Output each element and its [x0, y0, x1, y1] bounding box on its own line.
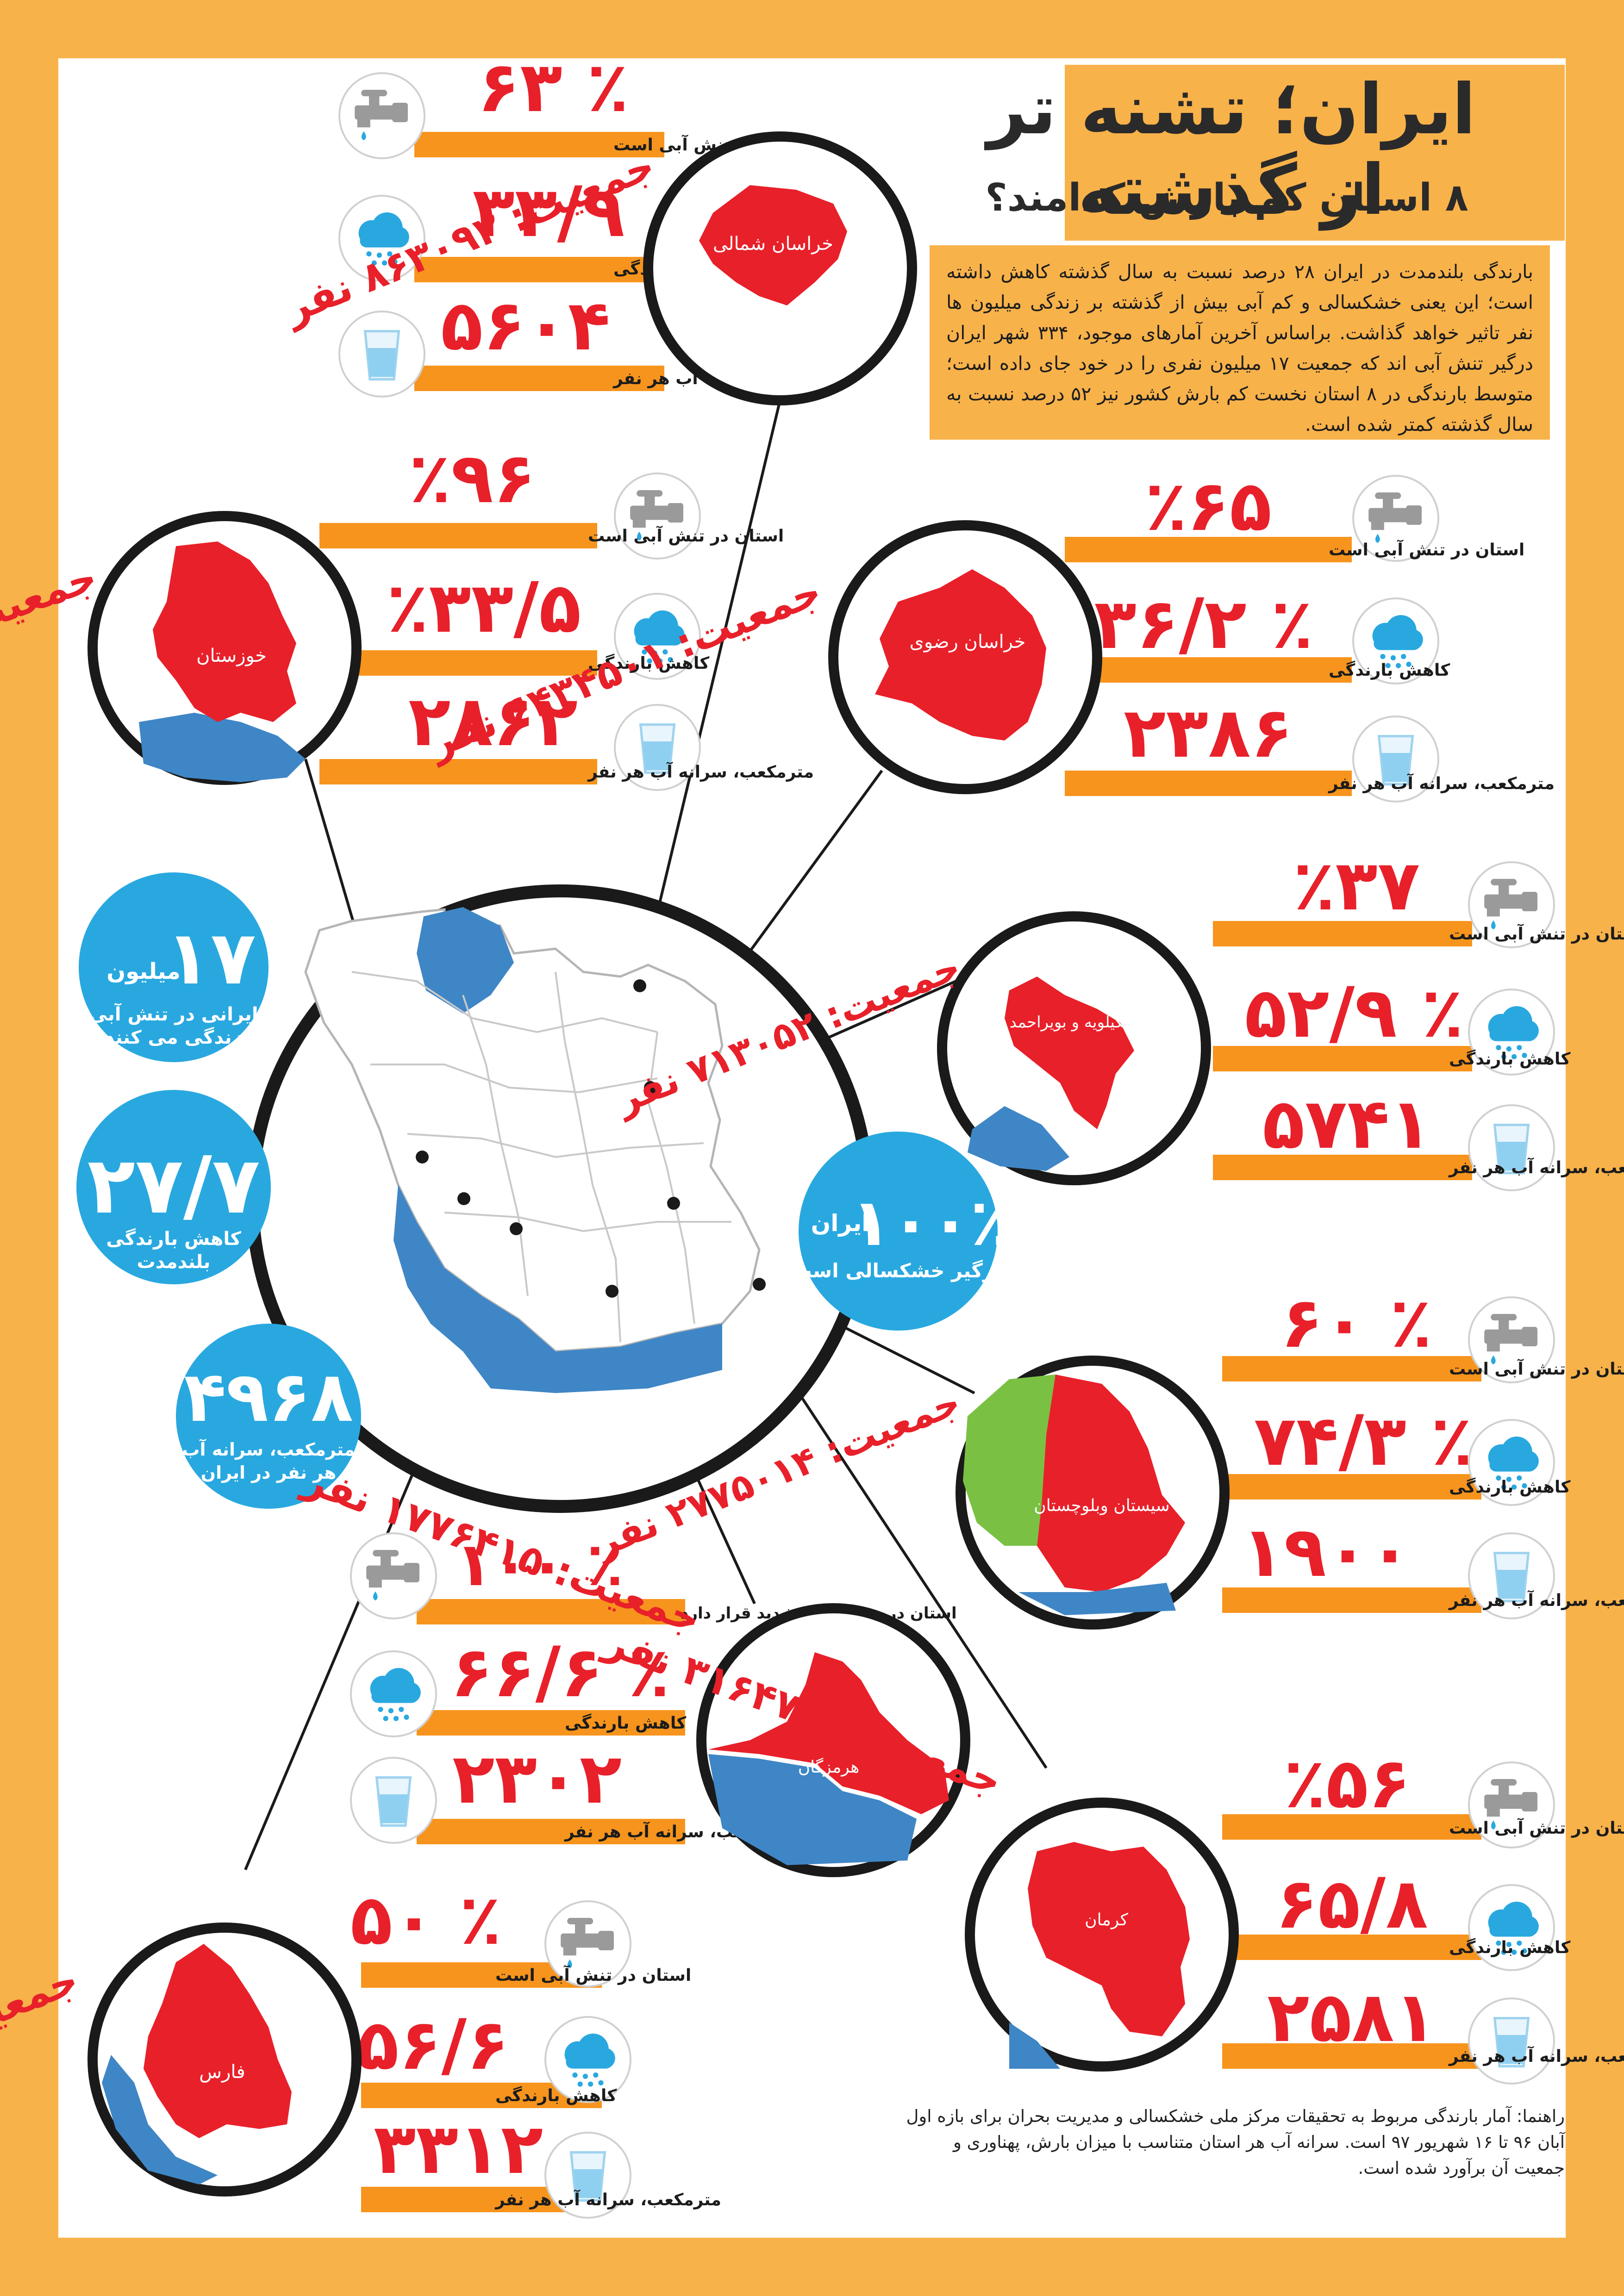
national-stress-label-1: ایرانی در تنش آبی [89, 1002, 258, 1025]
province-name: سیستان وبلوچستان [1034, 1496, 1169, 1515]
national-water-badge: ۴۹۶۸ مترمکعب، سرانه آب هر نفر در ایران [176, 1324, 361, 1509]
water-value: ۵۶۰۴ [441, 286, 610, 366]
province-shape [153, 541, 296, 722]
rain-label: کاهش بارندگی [588, 653, 709, 673]
province-card-sistan-baluchestan: ٪ ۶۰ استان در تنش آبی است ٪ ۷۴/۳ کاهش با… [587, 1283, 1624, 1630]
rain-label: کاهش بارندگی [1449, 1049, 1570, 1069]
stress-value: ٪۵۶ [1284, 1743, 1411, 1824]
iran-map [246, 884, 874, 1513]
rain-label: کاهش بارندگی [1329, 660, 1450, 680]
province-name: کهگیلویه و بویراحمد [1010, 1013, 1139, 1032]
rain-value: ۵۶/۶ [356, 2005, 509, 2085]
stat-bars [414, 132, 664, 391]
page-title: ایران؛ تشنه تر از گذشته [987, 69, 1476, 230]
water-value: ۱۹۰۰ [1242, 1512, 1411, 1593]
province-card-khuzestan: ٪۹۶ استان در تنش آبی است ٪۳۳/۵ کاهش بارن… [0, 438, 814, 791]
province-name: خراسان شمالی [713, 233, 833, 255]
province-shape [1005, 977, 1134, 1129]
rain-value: ۳۳/۹ [472, 172, 625, 253]
province-card-hormozgan: ٪ ۱۰۰ استان در خشکسالی شدید قرار دارد ٪ … [296, 1456, 970, 1877]
stress-value: ٪ ۶۳ [478, 47, 629, 128]
water-label: مترمکعب، سرانه آب هر نفر [1448, 1590, 1624, 1610]
national-water-label-1: مترمکعب، سرانه آب [182, 1438, 355, 1460]
province-name: فارس [199, 2061, 245, 2083]
footnote: راهنما: آمار بارندگی مربوط به تحقیقات مر… [906, 2106, 1565, 2178]
stress-value: ٪ ۵۰ [350, 1880, 502, 1960]
stress-value: ٪۶۵ [1145, 466, 1272, 547]
water-value: ۲۵۸۱ [1267, 1977, 1437, 2058]
national-drought-badge: ۱۰۰٪ ایران درگیر خشکسالی است [792, 1132, 1010, 1331]
province-shape [708, 1652, 949, 1814]
province-shape [144, 1944, 292, 2138]
water-value: ۲۸۶۲ [408, 681, 578, 762]
stress-label: استان در تنش آبی است [588, 525, 784, 546]
province-shape [699, 185, 847, 305]
rain-label: کاهش بارندگی [495, 2086, 617, 2105]
water-value: ۳۳۱۲ [374, 2109, 543, 2190]
water-label: مترمکعب، سرانه آب هر نفر [1448, 1157, 1624, 1177]
stress-value: ٪۹۶ [409, 438, 536, 519]
water-label: مترمکعب، سرانه آب هر نفر [1328, 773, 1555, 793]
national-rain-label-1: کاهش بارندگی [106, 1228, 241, 1250]
province-card-kohgiluyeh: ٪۳۷ استان در تنش آبی است ٪ ۵۲/۹ کاهش بار… [608, 846, 1624, 1191]
stress-label: استان در تنش آبی است [495, 1965, 691, 1985]
rain-value: ٪ ۶۶/۶ [450, 1632, 669, 1713]
rain-value: ٪۳۳/۵ [387, 568, 581, 648]
population-label: جمعیت: ۴۷۱۰۵۰۹ نفر [0, 554, 103, 740]
water-label: مترمکعب، سرانه آب هر نفر [587, 761, 814, 782]
province-name: خوزستان [196, 645, 267, 666]
province-shape [875, 569, 1046, 740]
province-card-fars: ٪ ۵۰ استان در تنش آبی است ۵۶/۶ کاهش بارن… [0, 1880, 721, 2219]
stress-label: استان در تنش آبی است [1449, 1358, 1624, 1379]
title-background [1065, 65, 1565, 241]
national-drought-unit: ایران [811, 1210, 870, 1237]
rain-label: کاهش بارندگی [1449, 1477, 1570, 1497]
page-subtitle: ۸ استان کم بارش کدامند؟ [985, 176, 1468, 220]
province-shape [1028, 1842, 1190, 2036]
rain-value: ۶۵/۸ [1275, 1864, 1428, 1944]
rain-value: ٪ ۷۴/۳ [1254, 1401, 1473, 1481]
stress-value: ٪۳۷ [1293, 846, 1420, 926]
province-card-kerman: ٪۵۶ استان در تنش آبی است ۶۵/۸ کاهش بارند… [597, 1618, 1624, 2084]
national-water-value: ۴۹۶۸ [184, 1357, 353, 1437]
national-water-label-2: هر نفر در ایران [201, 1462, 337, 1483]
water-label: مترمکعب، سرانه آب هر نفر [1448, 2046, 1624, 2066]
province-name: خراسان رضوی [910, 631, 1026, 653]
national-stress-value: ۱۷ [165, 915, 256, 1001]
national-rain-value: ۲۷/۷ [87, 1140, 260, 1232]
province-shape [1037, 1375, 1185, 1592]
province-name: هرمزگان [798, 1757, 860, 1777]
stat-icons [338, 72, 425, 398]
stress-value: ٪ ۶۰ [1281, 1283, 1432, 1363]
water-label: مترمکعب، سرانه آب هر نفر [494, 2189, 721, 2209]
intro-paragraph: بارندگی بلندمدت در ایران ۲۸ درصد نسبت به… [930, 245, 1550, 440]
population-label: جمعیت: ۴۸۵۱۲۷۴ نفر [0, 1956, 85, 2157]
rain-value: ٪ ۳۶/۲ [1094, 584, 1313, 665]
province-card-north-khorasan: ٪ ۶۳ استان در تنش آبی است ۳۳/۹ کاهش بارن… [276, 47, 917, 405]
rain-label: کاهش بارندگی [1449, 1938, 1570, 1957]
stress-label: استان در تنش آبی است [1449, 1817, 1624, 1838]
national-drought-value: ۱۰۰٪ [851, 1185, 1010, 1261]
stress-label: استان در تنش آبی است [1449, 923, 1624, 944]
stress-label: استان در تنش آبی است [1329, 539, 1524, 560]
water-value: ۵۷۴۱ [1262, 1084, 1432, 1164]
national-stress-label-2: زندگی می کنند [105, 1027, 243, 1048]
national-rain-label-2: بلندمدت [137, 1251, 211, 1273]
province-name: کرمان [1085, 1910, 1129, 1929]
national-stress-unit: میلیون [106, 958, 181, 984]
national-drought-label: درگیر خشکسالی است [792, 1259, 1004, 1282]
national-stress-badge: ۱۷ میلیون ایرانی در تنش آبی زندگی می کنن… [79, 872, 269, 1062]
national-rain-badge: ۲۷/۷ کاهش بارندگی بلندمدت [76, 1090, 271, 1284]
stress-value: ٪ ۱۰۰ [456, 1529, 624, 1599]
water-value: ۲۳۸۶ [1124, 693, 1293, 773]
rain-value: ٪ ۵۲/۹ [1244, 973, 1463, 1053]
water-value: ۲۳۰۲ [452, 1739, 622, 1819]
rain-label: کاهش بارندگی [565, 1713, 686, 1733]
province-card-razavi-khorasan: ٪۶۵ استان در تنش آبی است ٪ ۳۶/۲ کاهش بار… [421, 466, 1555, 803]
